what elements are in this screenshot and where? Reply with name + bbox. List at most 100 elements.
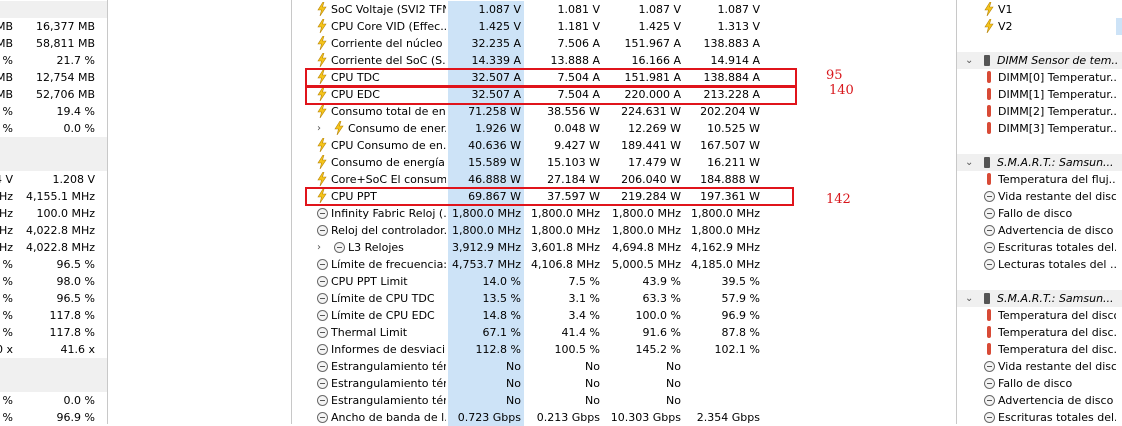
right-panel-row[interactable]: DIMM[3] Temperatur...	[957, 120, 1122, 137]
sensor-row[interactable]: SoC Voltaje (SVI2 TFN) 1.087 V 1.081 V 1.08…	[0, 1, 1122, 18]
left-panel-row[interactable]: MB 16,377 MB	[0, 18, 107, 35]
sensor-row[interactable]: Corriente del núcleo ... 32.235 A 7.506 A 1…	[0, 35, 1122, 52]
left-panel-row[interactable]: 8 % 117.8 %	[0, 324, 107, 341]
left-panel-row[interactable]	[0, 375, 107, 392]
left-col-a-value: 9 %	[0, 292, 13, 305]
right-panel-row[interactable]: Advertencia de disco	[957, 222, 1122, 239]
sensor-row[interactable]: Thermal Limit 67.1 % 41.4 % 91.6 % 87.8 %	[0, 324, 1122, 341]
sensor-row[interactable]: Límite de frecuencia:... 4,753.7 MHz 4,106…	[0, 256, 1122, 273]
right-panel-row[interactable]: Escrituras totales del...	[957, 239, 1122, 256]
sensor-row[interactable]: Core+SoC El consum... 46.888 W 27.184 W 206…	[0, 171, 1122, 188]
sensor-row[interactable]: CPU PPT 69.867 W 37.597 W 219.284 W 197.361 …	[0, 188, 1122, 205]
sensor-row[interactable]: Estrangulamiento tér... No No No	[0, 375, 1122, 392]
left-panel-row[interactable]: 2 % 21.7 %	[0, 52, 107, 69]
left-col-a-value: 4 V	[0, 173, 13, 186]
left-panel-row[interactable]	[0, 137, 107, 154]
bolt-icon	[317, 35, 327, 51]
left-panel-row[interactable]: 4 V 1.208 V	[0, 171, 107, 188]
sensor-row[interactable]: CPU TDC 32.507 A 7.504 A 151.981 A 138.884 A	[0, 69, 1122, 86]
clock-icon	[317, 259, 328, 270]
right-panel-row[interactable]: Vida restante del disco	[957, 358, 1122, 375]
column-divider	[956, 0, 957, 424]
current-value-highlight	[448, 69, 524, 86]
left-col-a-value: 8 %	[0, 326, 13, 339]
right-panel-row[interactable]: Fallo de disco	[957, 375, 1122, 392]
sensor-group-header[interactable]: ⌄ S.M.A.R.T.: Samsun...	[957, 290, 1122, 307]
sensor-row[interactable]: Infinity Fabric Reloj (... 1,800.0 MHz 1,8…	[0, 205, 1122, 222]
sensor-row[interactable]: CPU Core VID (Effec... 1.425 V 1.181 V 1.42…	[0, 18, 1122, 35]
sensor-row[interactable]: CPU Consumo de en... 40.636 W 9.427 W 189.4…	[0, 137, 1122, 154]
left-panel-row[interactable]: MHz 4,022.8 MHz	[0, 222, 107, 239]
sensor-row[interactable]: Reloj del controlador... 1,800.0 MHz 1,800…	[0, 222, 1122, 239]
left-panel-row[interactable]: MB 12,754 MB	[0, 69, 107, 86]
left-col-a-value: MHz	[0, 241, 13, 254]
sensor-row[interactable]: › L3 Relojes 3,912.9 MHz 3,601.8 MHz 4,694.8…	[0, 239, 1122, 256]
left-col-a-value: MB	[0, 88, 13, 101]
collapse-chevron-icon[interactable]: ⌄	[965, 293, 974, 304]
value-highlight	[1116, 18, 1122, 35]
right-panel-row[interactable]: DIMM[1] Temperatur...	[957, 86, 1122, 103]
expand-chevron-icon[interactable]: ›	[317, 123, 321, 134]
right-panel-row[interactable]: V2	[957, 18, 1122, 35]
clock-icon	[984, 208, 995, 219]
sensor-row[interactable]: Límite de CPU EDC 14.8 % 3.4 % 100.0 % 96.9 …	[0, 307, 1122, 324]
current-value-highlight	[448, 171, 524, 188]
left-panel-row[interactable]: 0 x 41.6 x	[0, 341, 107, 358]
left-panel-row[interactable]: 9 % 98.0 %	[0, 273, 107, 290]
left-panel-row[interactable]	[0, 1, 107, 18]
sensor-max-value: No	[666, 394, 681, 407]
left-panel-row[interactable]: MB 52,706 MB	[0, 86, 107, 103]
left-panel-row[interactable]: 2 % 19.4 %	[0, 103, 107, 120]
right-panel-row[interactable]: DIMM[2] Temperatur...	[957, 103, 1122, 120]
sensor-row[interactable]: CPU EDC 32.507 A 7.504 A 220.000 A 213.228 A	[0, 86, 1122, 103]
collapse-chevron-icon[interactable]: ⌄	[965, 157, 974, 168]
clock-icon	[317, 395, 328, 406]
sensor-row[interactable]: Estrangulamiento tér... No No No	[0, 392, 1122, 409]
left-panel-row[interactable]: 9 % 96.5 %	[0, 256, 107, 273]
left-col-a-value: MHz	[0, 224, 13, 237]
sensor-cur-value: 1.926 W	[475, 122, 521, 135]
current-value-highlight	[448, 222, 524, 239]
right-panel-row[interactable]: Advertencia de disco	[957, 392, 1122, 409]
right-panel-row[interactable]: DIMM[0] Temperatur...	[957, 69, 1122, 86]
sensor-row[interactable]: Corriente del SoC (S... 14.339 A 13.888 A 1…	[0, 52, 1122, 69]
collapse-chevron-icon[interactable]: ⌄	[965, 55, 974, 66]
sensor-row[interactable]: › Consumo de ener... 1.926 W 0.048 W 12.269 …	[0, 120, 1122, 137]
left-panel-row[interactable]: 0 % 0.0 %	[0, 120, 107, 137]
sensor-group-header[interactable]: ⌄ DIMM Sensor de tem...	[957, 52, 1122, 69]
right-panel-row[interactable]: V1	[957, 1, 1122, 18]
right-panel-row[interactable]: Vida restante del disco	[957, 188, 1122, 205]
left-panel-row[interactable]: MHz 100.0 MHz	[0, 205, 107, 222]
left-panel-row[interactable]: MHz 4,155.1 MHz	[0, 188, 107, 205]
left-panel-row[interactable]	[0, 154, 107, 171]
right-panel-row[interactable]: Escrituras totales del...	[957, 409, 1122, 426]
right-panel-row[interactable]: Temperatura del disc...	[957, 341, 1122, 358]
left-panel-row[interactable]	[0, 358, 107, 375]
left-panel-row[interactable]: 9 % 96.9 %	[0, 409, 107, 426]
expand-chevron-icon[interactable]: ›	[317, 242, 321, 253]
sensor-min-value: 7.506 A	[557, 37, 600, 50]
left-panel-row[interactable]: 8 % 117.8 %	[0, 307, 107, 324]
sensor-group-header[interactable]: ⌄ S.M.A.R.T.: Samsun...	[957, 154, 1122, 171]
sensor-row[interactable]: Ancho de banda de l... 0.723 Gbps 0.213 Gb…	[0, 409, 1122, 426]
sensor-row[interactable]: Consumo de energía ... 15.589 W 15.103 W 17…	[0, 154, 1122, 171]
sensor-cur-value: No	[506, 360, 521, 373]
right-panel-row[interactable]: Lecturas totales del ...	[957, 256, 1122, 273]
left-panel-row[interactable]: MHz 4,022.8 MHz	[0, 239, 107, 256]
left-panel-row[interactable]: 9 % 96.5 %	[0, 290, 107, 307]
right-panel-row[interactable]: Temperatura del disc...	[957, 324, 1122, 341]
right-panel-row[interactable]: Fallo de disco	[957, 205, 1122, 222]
sensor-row[interactable]: CPU PPT Limit 14.0 % 7.5 % 43.9 % 39.5 %	[0, 273, 1122, 290]
sensor-row[interactable]: Consumo total de en... 71.258 W 38.556 W 22…	[0, 103, 1122, 120]
sensor-row[interactable]: Informes de desviaci... 112.8 % 100.5 % 145…	[0, 341, 1122, 358]
right-panel-row[interactable]: Temperatura del fluj...	[957, 171, 1122, 188]
sensor-label: Ancho de banda de l...	[331, 411, 446, 424]
sensor-row[interactable]: Límite de CPU TDC 13.5 % 3.1 % 63.3 % 57.9 %	[0, 290, 1122, 307]
sensor-cur-value: 4,753.7 MHz	[451, 258, 521, 271]
sensor-row[interactable]: Estrangulamiento tér... No No No	[0, 358, 1122, 375]
left-panel-row[interactable]: 9 % 0.0 %	[0, 392, 107, 409]
group-label: DIMM Sensor de tem...	[997, 54, 1117, 67]
left-col-a-value: MHz	[0, 207, 13, 220]
left-panel-row[interactable]: MB 58,811 MB	[0, 35, 107, 52]
right-panel-row[interactable]: Temperatura del disco	[957, 307, 1122, 324]
